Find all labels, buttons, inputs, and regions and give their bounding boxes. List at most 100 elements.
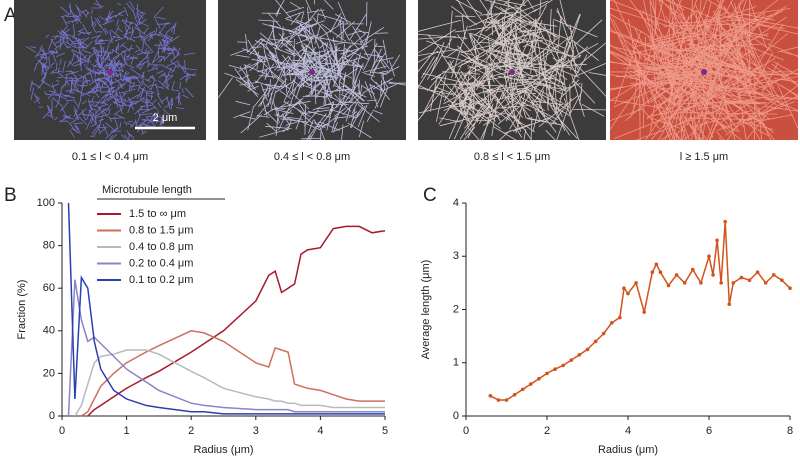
point <box>711 273 715 277</box>
y-tick-label: 80 <box>43 240 55 252</box>
point <box>577 352 582 357</box>
y-tick-label: 1 <box>453 357 459 369</box>
point <box>610 321 614 325</box>
point <box>561 363 565 368</box>
x-tick-label: 4 <box>625 425 631 437</box>
x-tick-label: 3 <box>253 425 259 437</box>
panel-label: A <box>4 5 17 26</box>
x-tick-label: 2 <box>188 425 194 437</box>
legend-label: 0.2 to 0.4 μm <box>129 257 193 269</box>
filament-lines <box>610 0 798 140</box>
point <box>707 254 711 259</box>
y-tick-label: 0 <box>49 410 55 422</box>
legend-label: 0.1 to 0.2 μm <box>129 274 193 286</box>
x-tick-label: 0 <box>59 425 65 437</box>
scale-bar-label: 2 μm <box>153 112 178 124</box>
micrograph <box>418 0 606 140</box>
point <box>512 392 517 397</box>
x-tick-label: 0 <box>463 425 469 437</box>
series-line <box>489 221 791 401</box>
point <box>622 286 626 291</box>
series-line <box>67 202 385 415</box>
image-caption: 0.4 ≤ l < 0.8 μm <box>274 151 350 163</box>
point <box>529 382 533 386</box>
point <box>569 358 574 362</box>
point <box>654 262 659 267</box>
y-tick-label: 100 <box>37 197 55 209</box>
x-tick-label: 2 <box>544 425 550 437</box>
y-tick-label: 2 <box>453 303 459 315</box>
filament-lines <box>418 0 606 140</box>
point <box>666 283 671 288</box>
filaments <box>218 0 406 140</box>
center <box>509 69 515 75</box>
point <box>674 273 679 277</box>
filaments <box>25 0 197 140</box>
point <box>553 367 557 371</box>
point <box>755 270 760 275</box>
x-tick-label: 1 <box>124 425 130 437</box>
point <box>496 398 501 402</box>
point <box>780 278 784 283</box>
point <box>504 398 509 402</box>
point <box>488 393 493 398</box>
series-line <box>67 279 385 417</box>
point <box>715 238 719 243</box>
point <box>642 310 646 314</box>
point <box>537 376 541 381</box>
y-tick-label: 20 <box>43 367 55 379</box>
point <box>545 371 549 376</box>
y-tick-label: 0 <box>453 410 459 422</box>
point <box>699 281 703 285</box>
point <box>691 267 695 272</box>
micrograph <box>218 0 406 140</box>
point <box>763 281 768 285</box>
point <box>520 387 525 392</box>
point <box>593 339 598 344</box>
point <box>650 270 655 275</box>
y-tick-label: 60 <box>43 282 55 294</box>
center <box>107 69 113 75</box>
y-tick-label: 40 <box>43 325 55 337</box>
image-caption: 0.8 ≤ l < 1.5 μm <box>474 151 550 163</box>
x-tick-label: 4 <box>317 425 323 437</box>
point <box>772 273 776 277</box>
legend-label: 0.4 to 0.8 μm <box>129 241 193 253</box>
filament-lines <box>218 0 406 140</box>
center <box>309 69 315 75</box>
point <box>739 275 744 280</box>
legend-title: Microtubule length <box>102 184 192 196</box>
point <box>731 281 736 285</box>
point <box>682 281 687 285</box>
legend-label: 0.8 to 1.5 μm <box>129 224 193 236</box>
image-caption: 0.1 ≤ l < 0.4 μm <box>72 151 148 163</box>
micrograph <box>14 0 206 140</box>
series-line <box>87 225 386 417</box>
point <box>727 302 732 306</box>
point <box>788 286 792 291</box>
point <box>634 281 638 285</box>
point <box>658 270 663 275</box>
series-line <box>80 330 385 417</box>
y-axis-label: Fraction (%) <box>16 280 28 340</box>
legend-label: 1.5 to ∞ μm <box>129 208 186 220</box>
x-axis-label: Radius (μm) <box>193 444 253 456</box>
point <box>719 281 723 285</box>
y-tick-label: 4 <box>453 197 459 209</box>
x-tick-label: 8 <box>787 425 793 437</box>
filaments <box>418 0 606 140</box>
center <box>701 69 707 75</box>
filament-lines <box>25 0 197 140</box>
panel-label: C <box>423 185 437 206</box>
point <box>585 347 590 352</box>
x-tick-label: 5 <box>382 425 388 437</box>
y-tick-label: 3 <box>453 250 459 262</box>
panel-label: B <box>4 185 17 206</box>
point <box>747 278 752 283</box>
micrograph <box>610 0 798 140</box>
x-tick-label: 6 <box>706 425 712 437</box>
point <box>723 219 727 224</box>
y-axis-label: Average length (μm) <box>420 260 432 360</box>
point <box>626 291 630 296</box>
